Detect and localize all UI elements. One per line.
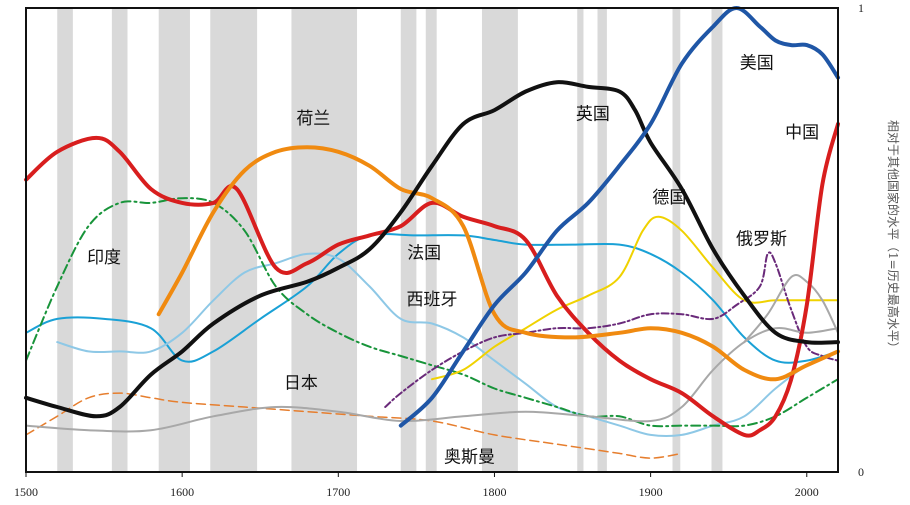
y-axis-label: 相对于其他国家的水平（1=历史最高水平） xyxy=(886,120,901,354)
shaded-period xyxy=(57,8,73,472)
shaded-period xyxy=(597,8,607,472)
series-line xyxy=(24,80,840,419)
series-line xyxy=(25,392,683,459)
x-tick-label: 1500 xyxy=(14,485,38,499)
series-label: 俄罗斯 xyxy=(736,230,787,250)
series-line xyxy=(24,122,840,438)
series-label: 英国 xyxy=(576,104,610,124)
shaded-period xyxy=(577,8,584,472)
x-tick-label: 2000 xyxy=(795,485,819,499)
series-label: 德国 xyxy=(652,188,686,208)
shaded-period xyxy=(111,8,128,472)
shaded-periods xyxy=(57,8,723,472)
series-label: 西班牙 xyxy=(407,290,458,310)
x-axis: 1500 1600 1700 1800 1900 2000 xyxy=(14,472,819,499)
series-label: 中国 xyxy=(785,123,819,143)
series-label: 法国 xyxy=(407,244,441,264)
series-line xyxy=(431,215,839,381)
series-line xyxy=(743,274,839,344)
series-label: 印度 xyxy=(87,248,121,268)
shaded-period xyxy=(158,8,190,472)
series-line xyxy=(25,326,839,433)
series-line xyxy=(25,233,839,364)
shaded-period xyxy=(425,8,437,472)
y-tick-label: 1 xyxy=(858,1,864,15)
x-tick-label: 1800 xyxy=(482,485,506,499)
plot-frame xyxy=(25,7,839,473)
series-label: 荷兰 xyxy=(296,109,330,129)
x-tick-label: 1900 xyxy=(639,485,663,499)
series-label: 日本 xyxy=(284,373,318,393)
series-line xyxy=(25,197,839,428)
series-line xyxy=(156,145,840,382)
y-tick-label: 0 xyxy=(858,465,864,479)
series-label: 美国 xyxy=(740,53,774,73)
shaded-period xyxy=(711,8,723,472)
shaded-period xyxy=(210,8,258,472)
series-lines xyxy=(24,6,840,459)
series-line xyxy=(398,6,840,428)
shaded-period xyxy=(400,8,417,472)
y-axis: 10 xyxy=(858,1,864,479)
shaded-period xyxy=(672,8,681,472)
x-tick-label: 1700 xyxy=(326,485,350,499)
series-label: 奥斯曼 xyxy=(444,448,495,468)
x-tick-label: 1600 xyxy=(170,485,194,499)
